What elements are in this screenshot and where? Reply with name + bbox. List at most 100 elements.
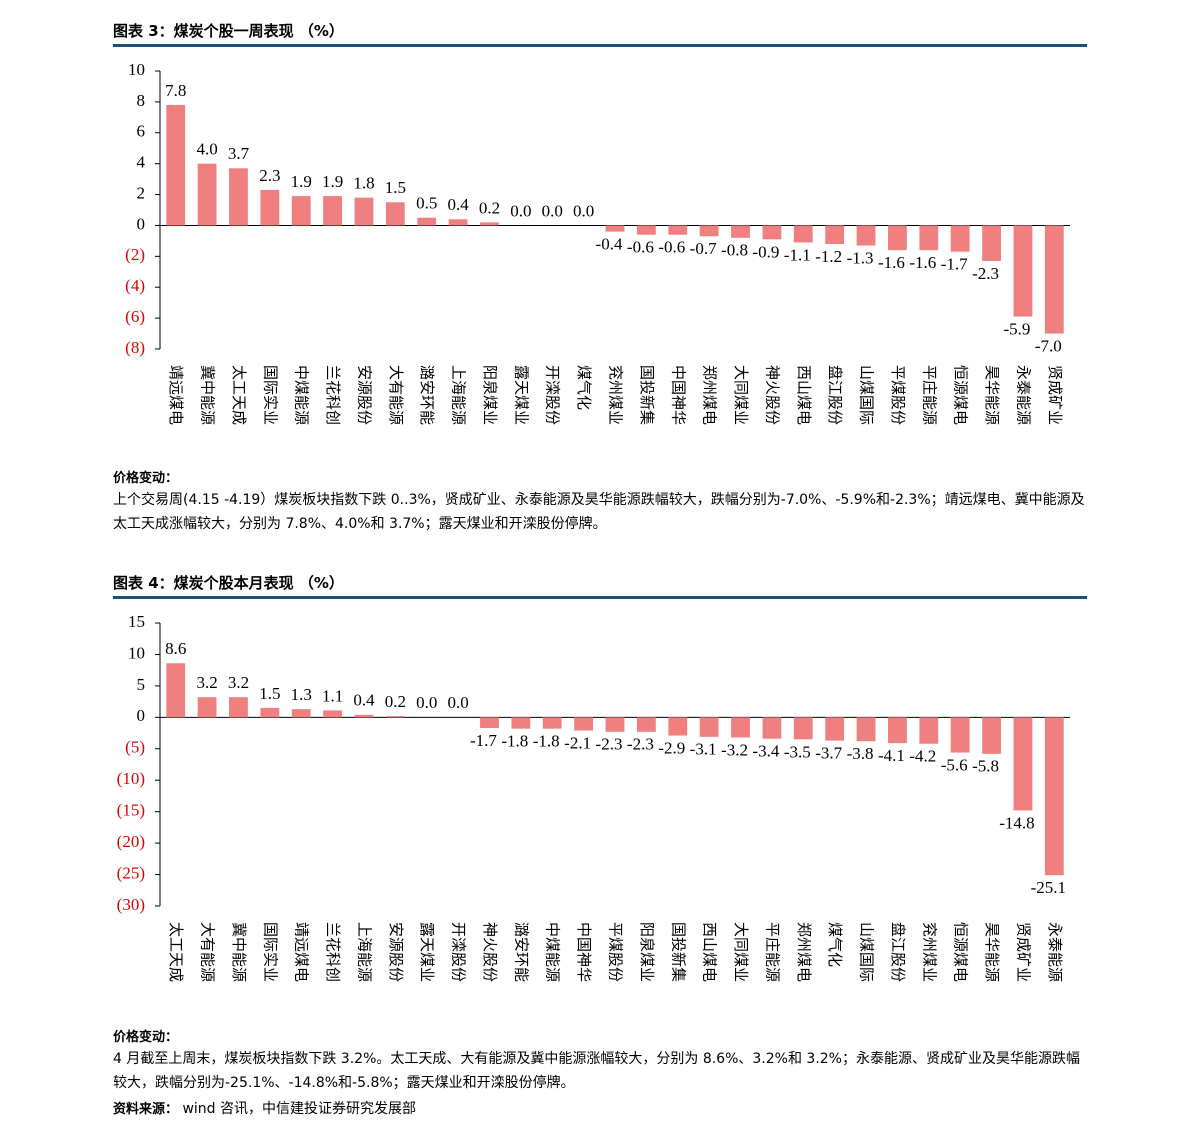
bar bbox=[762, 717, 782, 739]
x-tick-label: 太工天成 bbox=[230, 365, 248, 425]
x-tick-label: 国际实业 bbox=[261, 365, 279, 425]
x-tick-label: 平庄能源 bbox=[920, 365, 938, 425]
x-tick-label: 兰花科创 bbox=[324, 922, 342, 982]
y-tick-label: 5 bbox=[137, 675, 146, 694]
x-tick-label: 平煤股份 bbox=[607, 922, 625, 982]
value-label: 1.3 bbox=[291, 685, 312, 704]
bar bbox=[166, 663, 186, 718]
bar bbox=[856, 225, 876, 246]
x-tick-label: 昊华能源 bbox=[983, 365, 1001, 425]
bar bbox=[919, 225, 939, 251]
x-tick-label: 大同煤业 bbox=[732, 922, 750, 982]
value-label: 1.5 bbox=[259, 684, 280, 703]
x-tick-label: 煤气化 bbox=[826, 922, 844, 967]
value-label: -0.9 bbox=[752, 242, 779, 261]
value-label: -1.6 bbox=[878, 253, 905, 272]
value-label: 3.2 bbox=[228, 673, 249, 692]
value-label: -2.3 bbox=[627, 735, 654, 754]
value-label: 3.2 bbox=[196, 673, 217, 692]
value-label: -14.8 bbox=[999, 813, 1034, 832]
bar bbox=[260, 707, 280, 718]
x-tick-label: 潞安环能 bbox=[418, 365, 436, 425]
y-tick-label: (10) bbox=[117, 769, 145, 788]
value-label: -3.7 bbox=[815, 744, 842, 763]
x-tick-label: 上海能源 bbox=[355, 922, 373, 982]
y-tick-label: (2) bbox=[125, 245, 145, 264]
x-tick-label: 冀中能源 bbox=[230, 922, 248, 982]
y-tick-label: (30) bbox=[117, 895, 145, 914]
value-label: -1.2 bbox=[815, 247, 842, 266]
y-tick-label: (20) bbox=[117, 832, 145, 851]
y-tick-label: (6) bbox=[125, 307, 145, 326]
x-tick-label: 潞安环能 bbox=[512, 922, 530, 982]
figure-title: 图表 4：煤炭个股本月表现 （%） bbox=[113, 572, 1087, 599]
x-tick-label: 露天煤业 bbox=[512, 365, 530, 425]
x-tick-label: 煤气化 bbox=[575, 365, 593, 410]
value-label: -0.6 bbox=[627, 238, 654, 257]
x-tick-label: 西山煤电 bbox=[795, 365, 813, 425]
x-tick-label: 西山煤电 bbox=[701, 922, 719, 982]
bar bbox=[291, 196, 311, 226]
value-label: 0.4 bbox=[447, 195, 469, 214]
x-tick-label: 永泰能源 bbox=[1046, 922, 1064, 982]
value-label: 8.6 bbox=[165, 639, 186, 658]
value-label: -3.2 bbox=[721, 740, 748, 759]
y-tick-label: (5) bbox=[125, 738, 145, 757]
bar bbox=[668, 225, 688, 235]
value-label: -1.8 bbox=[501, 732, 528, 751]
y-tick-label: (8) bbox=[125, 338, 145, 357]
bar bbox=[354, 197, 374, 226]
source-text: wind 咨讯，中信建投证券研究发展部 bbox=[182, 1101, 417, 1117]
bar bbox=[605, 717, 625, 732]
bar bbox=[888, 225, 907, 251]
bar bbox=[1013, 225, 1033, 317]
value-label: -1.7 bbox=[941, 255, 968, 274]
value-label: -1.8 bbox=[533, 732, 560, 751]
source-label: 资料来源： bbox=[113, 1102, 179, 1117]
value-label: 1.9 bbox=[322, 172, 343, 191]
x-tick-label: 大同煤业 bbox=[732, 365, 750, 425]
value-label: -5.8 bbox=[972, 757, 999, 776]
x-tick-label: 郑州煤电 bbox=[795, 922, 813, 982]
bar bbox=[480, 222, 499, 226]
value-label: 1.8 bbox=[353, 174, 374, 193]
x-tick-label: 大有能源 bbox=[387, 365, 405, 425]
value-label: -2.1 bbox=[564, 733, 591, 752]
value-label: -3.4 bbox=[752, 742, 779, 761]
bar bbox=[636, 717, 656, 732]
bar bbox=[825, 717, 845, 741]
bar bbox=[448, 219, 468, 226]
value-label: -1.3 bbox=[847, 248, 874, 267]
value-label: 0.0 bbox=[416, 693, 437, 712]
x-tick-label: 盘江股份 bbox=[889, 922, 907, 982]
bar bbox=[574, 717, 594, 731]
note-label: 价格变动： bbox=[113, 1030, 179, 1045]
bar bbox=[1044, 717, 1064, 876]
y-tick-label: 8 bbox=[137, 91, 146, 110]
x-tick-label: 平煤股份 bbox=[889, 365, 907, 425]
value-label: -5.9 bbox=[1003, 319, 1030, 338]
bar bbox=[888, 717, 907, 744]
value-label: 1.9 bbox=[291, 172, 312, 191]
bar bbox=[982, 717, 1001, 754]
value-label: 0.2 bbox=[385, 692, 406, 711]
source: 资料来源： wind 咨讯，中信建投证券研究发展部 bbox=[113, 1097, 1087, 1122]
bar bbox=[950, 717, 970, 753]
note-label: 价格变动： bbox=[113, 471, 179, 486]
x-tick-label: 中煤能源 bbox=[293, 365, 311, 425]
y-tick-label: (25) bbox=[117, 863, 145, 882]
value-label: -0.4 bbox=[596, 235, 623, 254]
value-label: 0.0 bbox=[542, 201, 563, 220]
bar bbox=[542, 717, 562, 729]
value-label: 1.1 bbox=[322, 686, 343, 705]
bar bbox=[699, 225, 719, 237]
x-tick-label: 兖州煤业 bbox=[607, 365, 625, 425]
value-label: 0.5 bbox=[416, 194, 437, 213]
note: 上个交易周(4.15 -4.19）煤炭板块指数下跌 0..3%，贤成矿业、永泰能… bbox=[113, 492, 1085, 532]
x-tick-label: 阳泉煤业 bbox=[481, 365, 499, 425]
bar bbox=[793, 717, 813, 740]
x-tick-label: 盘江股份 bbox=[826, 365, 844, 425]
x-tick-label: 国投新集 bbox=[638, 365, 656, 425]
x-tick-label: 开滦股份 bbox=[450, 922, 468, 982]
bar bbox=[856, 717, 876, 742]
